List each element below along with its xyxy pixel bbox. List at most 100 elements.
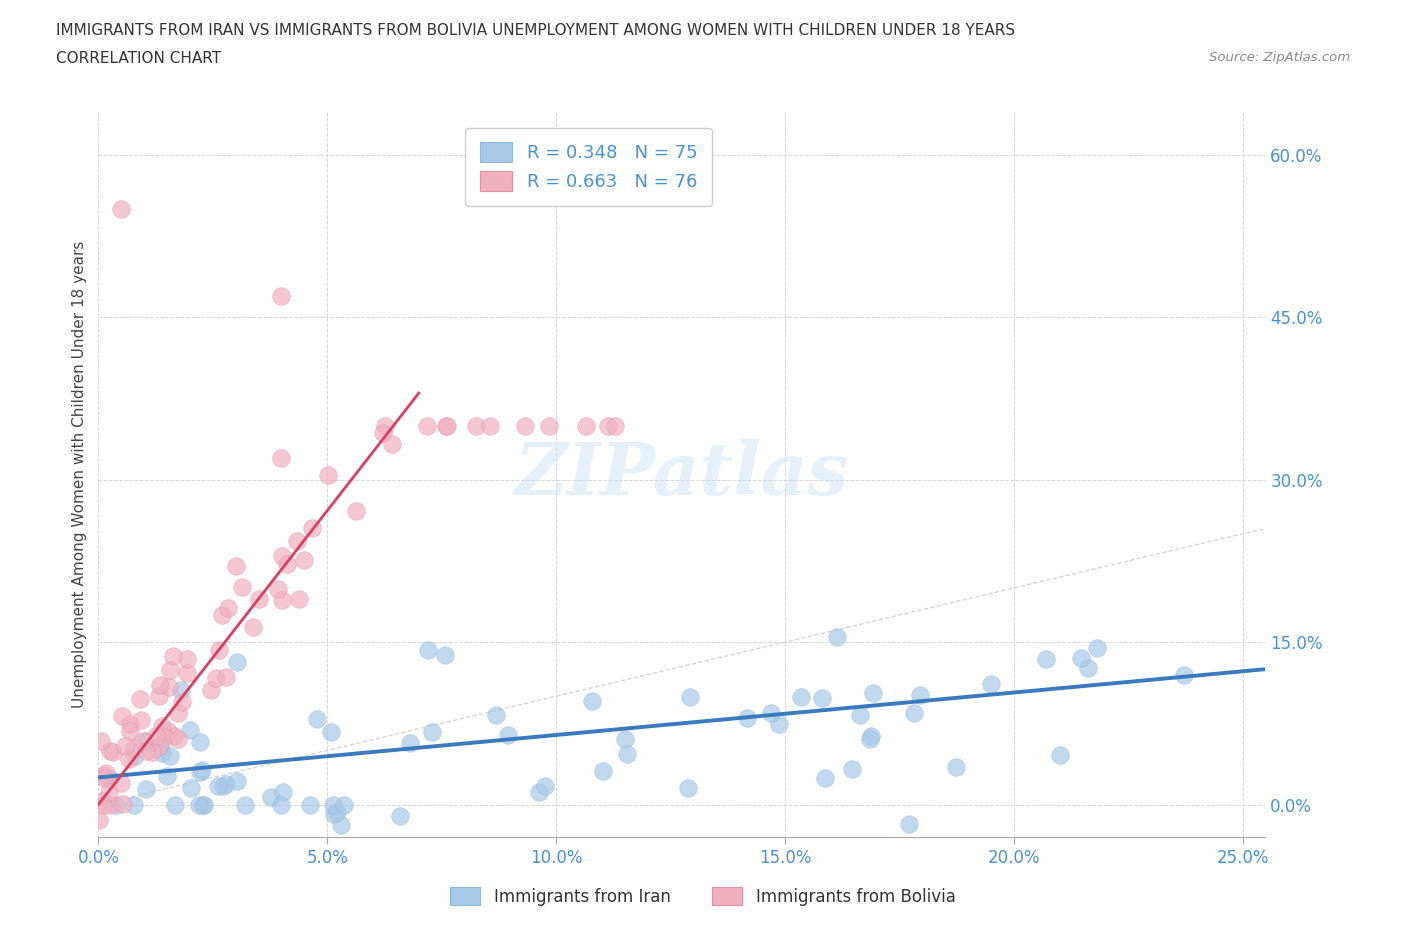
- Point: [330, 817, 353, 832]
- Point: [242, 619, 264, 634]
- Point: [98, 784, 121, 799]
- Point: [388, 808, 411, 823]
- Legend: Immigrants from Iran, Immigrants from Bolivia: Immigrants from Iran, Immigrants from Bo…: [444, 881, 962, 912]
- Text: CORRELATION CHART: CORRELATION CHART: [56, 51, 221, 66]
- Point: [132, 734, 155, 749]
- Point: [200, 683, 222, 698]
- Point: [862, 685, 884, 700]
- Point: [188, 797, 211, 812]
- Point: [527, 784, 550, 799]
- Point: [98, 797, 121, 812]
- Point: [208, 643, 231, 658]
- Point: [124, 749, 146, 764]
- Point: [415, 418, 437, 433]
- Point: [316, 467, 339, 482]
- Point: [193, 797, 215, 812]
- Point: [1173, 668, 1195, 683]
- Point: [176, 666, 198, 681]
- Point: [148, 689, 170, 704]
- Point: [205, 671, 228, 685]
- Point: [267, 581, 290, 596]
- Point: [814, 770, 837, 785]
- Point: [122, 740, 145, 755]
- Point: [270, 592, 292, 607]
- Point: [212, 779, 235, 794]
- Point: [416, 643, 439, 658]
- Point: [90, 793, 112, 808]
- Text: IMMIGRANTS FROM IRAN VS IMMIGRANTS FROM BOLIVIA UNEMPLOYMENT AMONG WOMEN WITH CH: IMMIGRANTS FROM IRAN VS IMMIGRANTS FROM …: [56, 23, 1015, 38]
- Point: [150, 719, 173, 734]
- Point: [581, 694, 603, 709]
- Point: [157, 680, 180, 695]
- Point: [575, 418, 598, 433]
- Point: [215, 777, 238, 791]
- Point: [179, 723, 201, 737]
- Point: [191, 797, 214, 812]
- Point: [399, 736, 422, 751]
- Point: [319, 724, 342, 739]
- Point: [326, 804, 349, 819]
- Point: [479, 418, 502, 433]
- Point: [841, 762, 863, 777]
- Point: [1035, 652, 1057, 667]
- Point: [101, 745, 124, 760]
- Point: [226, 773, 249, 788]
- Point: [810, 691, 832, 706]
- Point: [270, 288, 292, 303]
- Point: [434, 647, 457, 662]
- Point: [332, 797, 354, 812]
- Point: [114, 738, 136, 753]
- Point: [515, 418, 537, 433]
- Point: [211, 607, 233, 622]
- Point: [180, 780, 202, 795]
- Point: [759, 705, 782, 720]
- Text: Source: ZipAtlas.com: Source: ZipAtlas.com: [1209, 51, 1350, 64]
- Point: [768, 717, 790, 732]
- Point: [98, 743, 121, 758]
- Point: [110, 776, 132, 790]
- Point: [231, 579, 253, 594]
- Point: [135, 782, 157, 797]
- Point: [1049, 748, 1071, 763]
- Point: [596, 418, 619, 433]
- Point: [679, 689, 702, 704]
- Point: [93, 768, 115, 783]
- Point: [157, 724, 180, 738]
- Point: [141, 745, 163, 760]
- Point: [945, 760, 967, 775]
- Point: [825, 630, 848, 644]
- Point: [270, 797, 292, 812]
- Point: [436, 418, 458, 433]
- Point: [1069, 651, 1091, 666]
- Point: [323, 807, 346, 822]
- Point: [790, 689, 813, 704]
- Point: [592, 764, 614, 778]
- Point: [120, 724, 142, 738]
- Point: [93, 770, 115, 785]
- Point: [538, 418, 561, 433]
- Point: [849, 708, 872, 723]
- Point: [110, 202, 132, 217]
- Point: [980, 677, 1002, 692]
- Point: [287, 534, 309, 549]
- Point: [301, 520, 323, 535]
- Point: [118, 717, 141, 732]
- Point: [381, 437, 404, 452]
- Point: [374, 418, 396, 433]
- Point: [162, 649, 184, 664]
- Legend: R = 0.348   N = 75, R = 0.663   N = 76: R = 0.348 N = 75, R = 0.663 N = 76: [465, 128, 711, 206]
- Point: [276, 557, 298, 572]
- Point: [322, 797, 344, 812]
- Point: [122, 797, 145, 812]
- Point: [270, 451, 292, 466]
- Point: [118, 751, 141, 766]
- Point: [131, 712, 153, 727]
- Point: [288, 591, 311, 606]
- Point: [87, 813, 110, 828]
- Point: [735, 711, 758, 725]
- Point: [603, 418, 626, 433]
- Point: [172, 695, 194, 710]
- Point: [226, 655, 249, 670]
- Point: [148, 738, 170, 753]
- Point: [464, 418, 486, 433]
